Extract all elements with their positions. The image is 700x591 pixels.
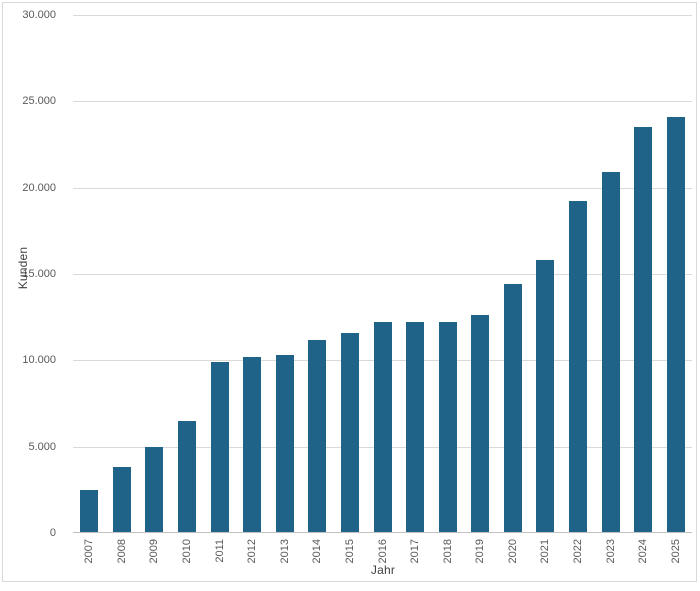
bar-2013 [276,355,294,533]
bar-2010 [178,421,196,533]
y-tick-label: 10.000 [22,354,56,366]
bar-2024 [634,127,652,533]
chart-frame: 0 5.000 10.000 15.000 20.000 25.000 30.000 200… [2,2,697,582]
bar-2022 [569,201,587,533]
x-tick-label: 2012 [246,539,258,564]
x-tick-label: 2025 [670,539,682,564]
x-tick-label: 2008 [116,539,128,564]
bar-2020 [504,284,522,533]
bar-2014 [308,340,326,533]
bar-2015 [341,333,359,533]
x-tick-label: 2009 [148,539,160,564]
x-axis-line [73,532,692,533]
gridline [73,187,692,189]
bar-2019 [471,315,489,533]
bar-2011 [211,362,229,533]
x-tick-label: 2024 [637,539,649,564]
plot-area [73,15,692,533]
bar-2017 [406,322,424,533]
x-axis-title: Jahr [370,563,396,577]
gridline [73,15,692,16]
y-tick-label: 15.000 [22,268,56,280]
x-tick-label: 2007 [83,539,95,564]
bar-2021 [536,260,554,533]
bar-2023 [602,172,620,533]
bar-2016 [374,322,392,533]
y-tick-label: 25.000 [22,95,56,107]
gridline [73,274,692,275]
y-tick-label: 0 [49,527,56,539]
bar-2008 [113,467,131,533]
bar-2012 [243,357,261,533]
bar-2007 [80,490,98,533]
y-tick-label: 5.000 [28,441,56,453]
x-tick-label: 2023 [605,539,617,564]
x-tick-label: 2011 [214,539,226,563]
y-axis-title: Kunden [16,246,30,290]
y-tick-label: 30.000 [22,9,56,21]
x-tick-label: 2022 [572,539,584,564]
y-tick-label: 20.000 [22,182,56,194]
gridline [73,101,692,103]
x-tick-label: 2020 [507,539,519,564]
x-tick-label: 2010 [181,539,193,564]
bar-2009 [145,447,163,533]
x-tick-label: 2021 [539,539,551,564]
bar-2025 [667,117,685,533]
bar-2018 [439,322,457,533]
